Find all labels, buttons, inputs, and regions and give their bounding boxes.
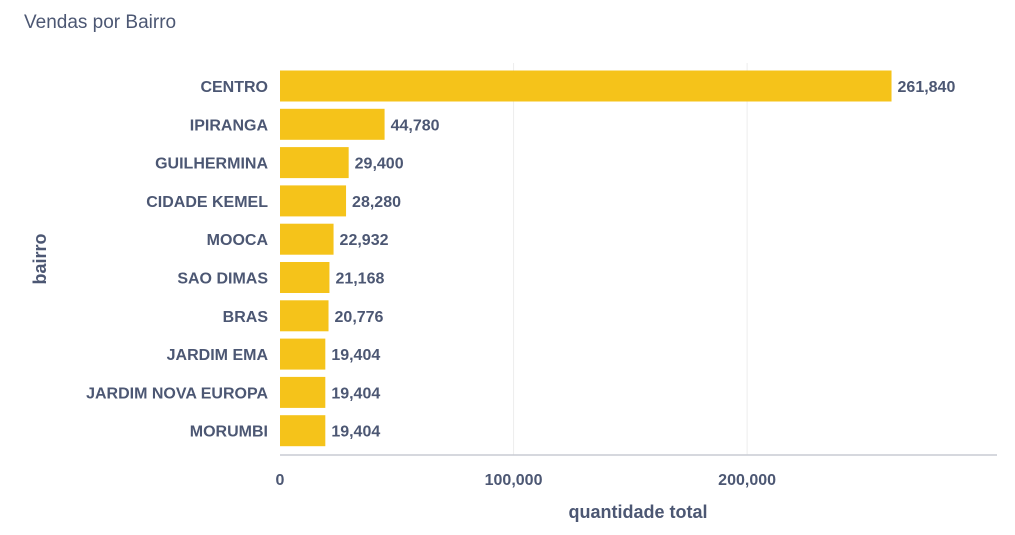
- bar[interactable]: [280, 338, 326, 370]
- x-tick-label: 100,000: [485, 472, 543, 489]
- bar[interactable]: [280, 108, 385, 140]
- bar[interactable]: [280, 223, 334, 255]
- bar[interactable]: [280, 262, 330, 293]
- chart-title: Vendas por Bairro: [24, 12, 177, 33]
- value-label: 22,932: [340, 232, 389, 249]
- x-tick-label: 200,000: [718, 472, 776, 489]
- category-label: MORUMBI: [190, 424, 268, 441]
- bar[interactable]: [280, 185, 347, 217]
- category-label: CENTRO: [200, 79, 268, 96]
- x-tick-labels: 0 100,000 200,000: [276, 472, 777, 489]
- value-label: 28,280: [352, 194, 401, 211]
- value-label: 44,780: [391, 117, 440, 134]
- category-labels: CENTRO IPIRANGA GUILHERMINA CIDADE KEMEL MOO…: [86, 79, 268, 441]
- value-label: 19,404: [331, 424, 380, 441]
- category-label: BRAS: [223, 309, 269, 326]
- bar[interactable]: [280, 147, 349, 179]
- bar[interactable]: [280, 415, 326, 447]
- category-label: JARDIM EMA: [167, 347, 269, 364]
- value-label: 29,400: [355, 156, 404, 173]
- bar[interactable]: [280, 376, 326, 408]
- category-label: IPIRANGA: [190, 117, 269, 134]
- grid-lines: [513, 63, 748, 455]
- x-tick-label: 0: [276, 472, 285, 489]
- value-label: 19,404: [331, 347, 380, 364]
- x-axis-title: quantidade total: [569, 502, 708, 522]
- value-label: 21,168: [335, 271, 384, 288]
- category-label: MOOCA: [207, 232, 269, 249]
- value-label: 20,776: [335, 309, 384, 326]
- bars: [280, 70, 892, 447]
- category-label: JARDIM NOVA EUROPA: [86, 385, 268, 402]
- value-label: 19,404: [331, 385, 380, 402]
- value-labels: 261,840 44,780 29,400 28,280 22,932 21,168 20,…: [331, 79, 955, 441]
- bar[interactable]: [280, 70, 892, 102]
- category-label: GUILHERMINA: [155, 156, 268, 173]
- category-label: SAO DIMAS: [177, 271, 268, 288]
- value-label: 261,840: [898, 79, 956, 96]
- bar[interactable]: [280, 300, 329, 332]
- category-label: CIDADE KEMEL: [146, 194, 268, 211]
- y-axis-title: bairro: [30, 233, 50, 284]
